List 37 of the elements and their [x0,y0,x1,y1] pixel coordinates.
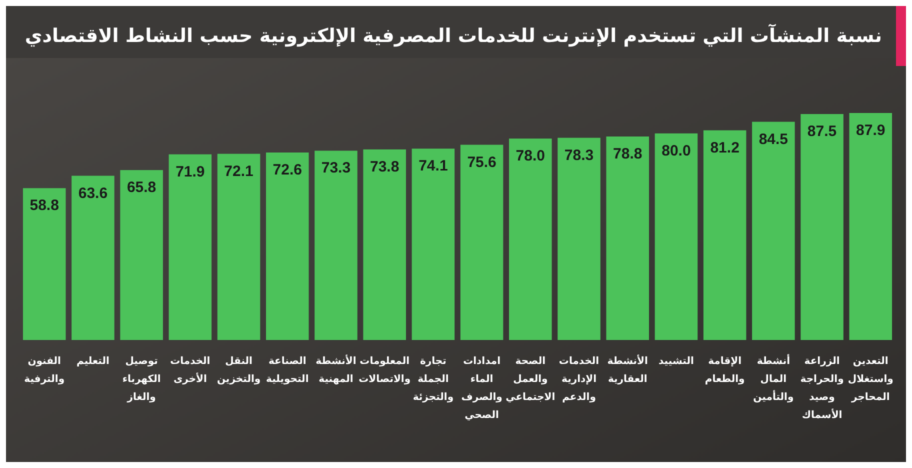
data-label: 72.6 [272,162,302,179]
data-label: 81.2 [710,139,740,156]
x-tick-label: امدادات الماء والصرف الصحي [461,356,502,421]
x-tick-label: الصناعة التحويلية [266,356,309,385]
data-label: 78.8 [613,146,642,162]
chart-title: نسبة المنشآت التي تستخدم الإنترنت للخدمات المصرفية الإلكترونية حسب النشاط الاقتصادي [24,23,882,47]
data-label: 65.8 [126,179,156,196]
x-tick-label: المعلومات والاتصالات [358,356,411,385]
x-tick-label: الفنون والترفية [24,356,65,385]
data-label: 78.0 [516,148,546,165]
data-label: 63.6 [78,184,108,202]
x-tick-label: الصحة والعمل الاجتماعي [506,356,556,403]
x-tick-label: الأنشطة العقارية [607,354,648,385]
data-label: 78.3 [564,146,594,164]
x-tick-label: تجارة الجملة والتجزئة [412,356,454,403]
data-label: 73.8 [370,158,400,176]
x-tick-label: الخدمات الإدارية والدعم [558,356,600,403]
x-tick-label: الخدمات الأخرى [170,356,210,385]
data-label: 87.5 [807,123,837,140]
data-label: 84.5 [758,130,788,148]
x-tick-label: الزراعة والحراجة وصيد الأسماك [800,356,844,421]
x-tick-label: توصيل الكهرباء والغاز [122,356,161,403]
x-tick-label: أنشطة المال والتأمين [753,354,794,403]
x-tick-label: التعدين واستغلال المحاجر [848,356,894,403]
data-label: 73.3 [321,160,351,177]
data-label: 71.9 [176,163,205,180]
data-label: 87.9 [856,122,886,139]
x-tick-label: التشييد [658,356,694,367]
data-label: 75.6 [467,154,496,171]
data-label: 74.1 [418,158,448,175]
data-label: 72.1 [224,162,254,180]
data-label: 80.0 [662,142,691,160]
x-tick-label: التعليم [76,356,110,367]
x-tick-label: الإقامة والطعام [704,356,745,385]
data-label: 58.8 [30,197,59,214]
x-tick-label: النقل والتخزين [216,356,261,385]
x-tick-label: الأنشطة المهنية [316,354,356,385]
